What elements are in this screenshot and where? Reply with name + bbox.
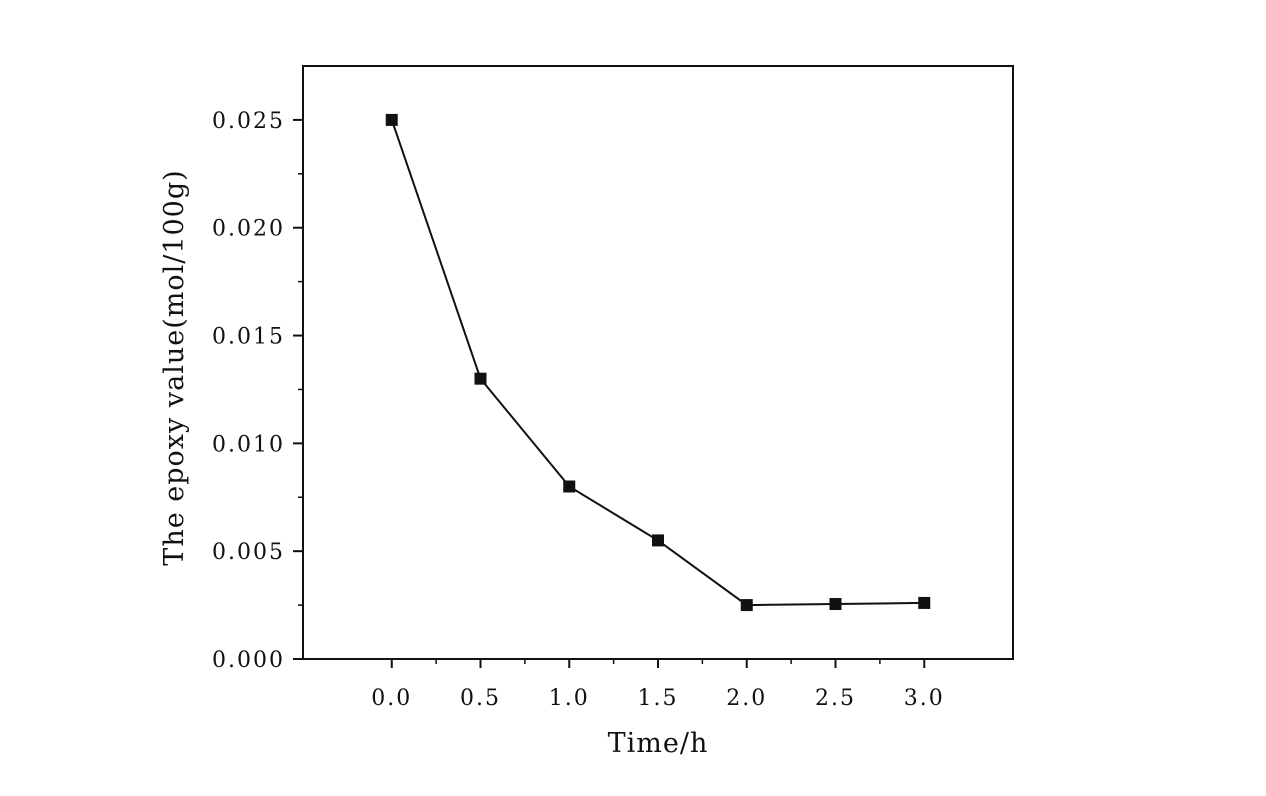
axes: [302, 65, 1014, 660]
x-tick-label: 0.0: [371, 686, 412, 711]
x-tick-label: 2.5: [815, 686, 856, 711]
ticks: 0.0 0.5 1.0 1.5 2.0 2.5 3.0 0.000 0.005 0.010 0.01…: [212, 109, 945, 711]
data-point: [829, 598, 842, 611]
data-point: [918, 596, 931, 609]
data-point: [385, 113, 398, 126]
y-tick-label: 0.020: [212, 217, 285, 242]
series: [385, 113, 931, 612]
data-point: [740, 599, 753, 612]
series-line: [390, 119, 925, 607]
x-tick-label: 1.5: [638, 686, 679, 711]
x-tick-label: 3.0: [904, 686, 945, 711]
y-tick-label: 0.005: [212, 540, 285, 565]
x-tick-label: 2.0: [726, 686, 767, 711]
x-tick-label: 0.5: [460, 686, 501, 711]
y-tick-label: 0.000: [212, 648, 285, 673]
y-tick-label: 0.010: [212, 432, 285, 457]
y-tick-label: 0.015: [212, 325, 285, 350]
data-point: [652, 534, 664, 547]
data-point: [563, 480, 576, 493]
y-axis-title: The epoxy value(mol/100g): [159, 169, 190, 565]
x-axis-title: Time/h: [608, 728, 709, 759]
x-tick-label: 1.0: [549, 686, 590, 711]
data-point: [474, 372, 487, 385]
plot-frame: [302, 65, 1014, 660]
y-tick-label: 0.025: [212, 109, 285, 134]
